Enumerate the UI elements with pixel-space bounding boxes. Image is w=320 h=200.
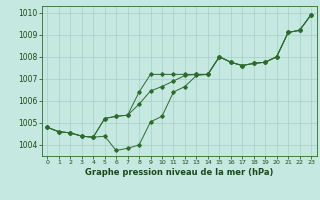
X-axis label: Graphe pression niveau de la mer (hPa): Graphe pression niveau de la mer (hPa) <box>85 168 273 177</box>
